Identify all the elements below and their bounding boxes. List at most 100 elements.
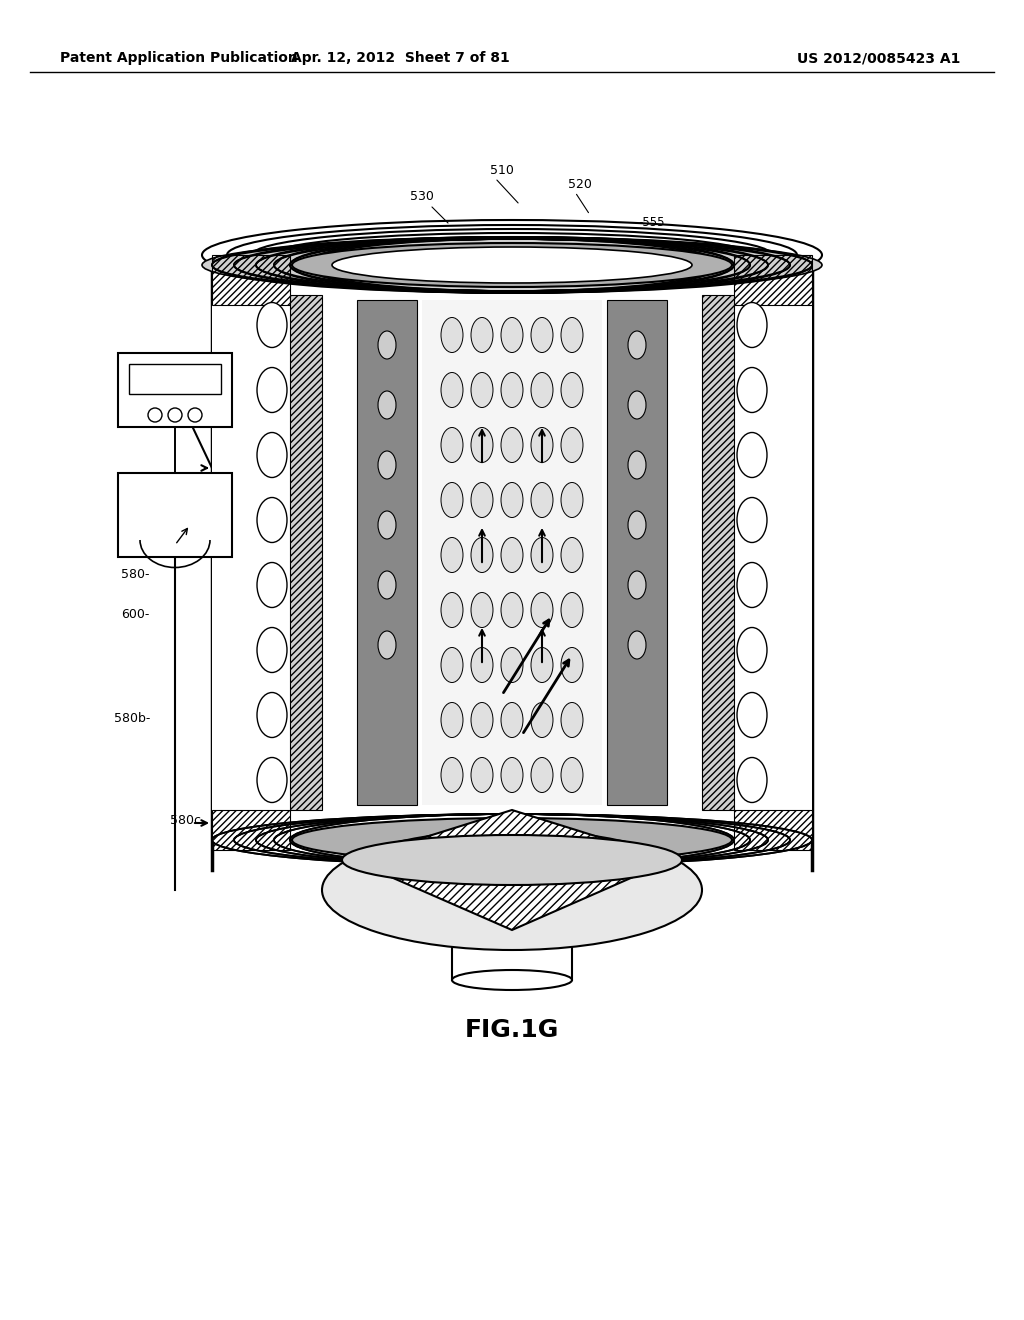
Text: Patent Application Publication: Patent Application Publication <box>60 51 298 65</box>
Ellipse shape <box>332 247 692 282</box>
Ellipse shape <box>737 302 767 347</box>
Ellipse shape <box>628 572 646 599</box>
Ellipse shape <box>561 372 583 408</box>
Text: -570: -570 <box>686 458 713 471</box>
Polygon shape <box>212 265 812 840</box>
Text: ↑490a: ↑490a <box>528 854 570 866</box>
FancyBboxPatch shape <box>118 352 232 426</box>
Ellipse shape <box>561 318 583 352</box>
Ellipse shape <box>737 562 767 607</box>
Polygon shape <box>352 810 672 931</box>
Ellipse shape <box>737 758 767 803</box>
Ellipse shape <box>257 627 287 672</box>
Ellipse shape <box>378 511 396 539</box>
Ellipse shape <box>471 648 493 682</box>
Ellipse shape <box>531 428 553 462</box>
Ellipse shape <box>257 367 287 412</box>
Ellipse shape <box>471 428 493 462</box>
Ellipse shape <box>292 243 732 286</box>
Ellipse shape <box>441 702 463 738</box>
Ellipse shape <box>252 239 772 290</box>
Ellipse shape <box>737 627 767 672</box>
Ellipse shape <box>737 693 767 738</box>
Ellipse shape <box>471 702 493 738</box>
Ellipse shape <box>501 702 523 738</box>
Ellipse shape <box>272 239 752 290</box>
Circle shape <box>188 408 202 422</box>
Text: -510a: -510a <box>432 846 468 858</box>
Circle shape <box>148 408 162 422</box>
Ellipse shape <box>561 702 583 738</box>
Text: 600-: 600- <box>122 609 150 622</box>
Ellipse shape <box>212 238 812 293</box>
Ellipse shape <box>257 433 287 478</box>
Ellipse shape <box>441 537 463 573</box>
Text: -540: -540 <box>600 820 629 833</box>
Polygon shape <box>290 294 322 810</box>
Ellipse shape <box>441 318 463 352</box>
Ellipse shape <box>471 593 493 627</box>
Ellipse shape <box>501 483 523 517</box>
Ellipse shape <box>737 367 767 412</box>
FancyBboxPatch shape <box>129 364 221 393</box>
Text: 570: 570 <box>455 751 479 763</box>
Ellipse shape <box>628 511 646 539</box>
Ellipse shape <box>292 818 732 862</box>
Text: US 2012/0085423 A1: US 2012/0085423 A1 <box>797 51 961 65</box>
Ellipse shape <box>378 331 396 359</box>
Ellipse shape <box>628 631 646 659</box>
Ellipse shape <box>471 537 493 573</box>
Text: 580b-: 580b- <box>114 711 150 725</box>
Text: 600-: 600- <box>219 693 248 706</box>
Ellipse shape <box>257 562 287 607</box>
Ellipse shape <box>531 483 553 517</box>
Ellipse shape <box>561 593 583 627</box>
Text: -550c: -550c <box>686 421 719 434</box>
Text: 510: 510 <box>490 164 514 177</box>
Ellipse shape <box>531 648 553 682</box>
Text: -550b: -550b <box>686 252 720 264</box>
Ellipse shape <box>378 391 396 418</box>
Ellipse shape <box>501 537 523 573</box>
Text: -610: -610 <box>220 381 248 395</box>
Ellipse shape <box>561 428 583 462</box>
Ellipse shape <box>441 428 463 462</box>
Ellipse shape <box>501 428 523 462</box>
Text: 640: 640 <box>253 521 276 535</box>
Ellipse shape <box>202 239 822 290</box>
Ellipse shape <box>378 451 396 479</box>
Ellipse shape <box>441 648 463 682</box>
FancyBboxPatch shape <box>118 473 232 557</box>
Ellipse shape <box>501 593 523 627</box>
Ellipse shape <box>501 372 523 408</box>
Text: -550: -550 <box>686 289 713 301</box>
Text: -520: -520 <box>686 540 713 553</box>
Ellipse shape <box>257 498 287 543</box>
Ellipse shape <box>531 318 553 352</box>
Ellipse shape <box>531 372 553 408</box>
Ellipse shape <box>737 433 767 478</box>
Ellipse shape <box>212 814 812 866</box>
Polygon shape <box>607 300 667 805</box>
Ellipse shape <box>501 318 523 352</box>
Ellipse shape <box>531 593 553 627</box>
Text: -530: -530 <box>686 521 713 535</box>
Ellipse shape <box>441 758 463 792</box>
Ellipse shape <box>471 758 493 792</box>
Ellipse shape <box>452 970 572 990</box>
Ellipse shape <box>531 702 553 738</box>
Text: -590: -590 <box>167 525 196 539</box>
Circle shape <box>168 408 182 422</box>
Ellipse shape <box>737 498 767 543</box>
Ellipse shape <box>322 830 702 950</box>
Text: -510b: -510b <box>422 862 459 875</box>
Ellipse shape <box>561 537 583 573</box>
Ellipse shape <box>531 537 553 573</box>
Ellipse shape <box>441 483 463 517</box>
Ellipse shape <box>471 483 493 517</box>
Ellipse shape <box>257 693 287 738</box>
Ellipse shape <box>441 372 463 408</box>
Ellipse shape <box>378 572 396 599</box>
Ellipse shape <box>561 758 583 792</box>
Ellipse shape <box>501 648 523 682</box>
